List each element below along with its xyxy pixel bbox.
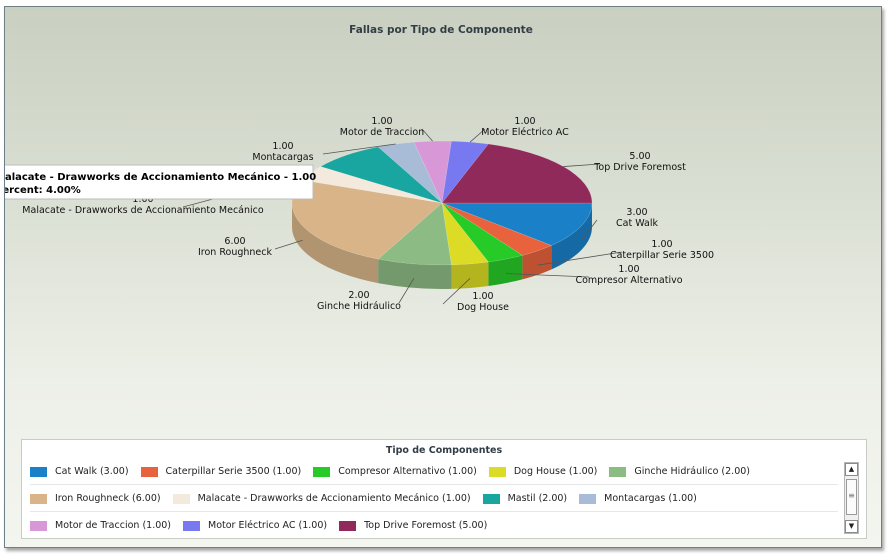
legend-label: Ginche Hidráulico (2.00)	[634, 466, 750, 477]
legend-label: Cat Walk (3.00)	[55, 466, 129, 477]
legend-swatch	[140, 466, 158, 477]
legend-swatch	[30, 493, 47, 504]
pie-slice[interactable]	[441, 202, 523, 263]
tooltip-line-2: Percent: 4.00%	[5, 185, 81, 196]
slice-name-label: Montacargas	[252, 152, 313, 163]
slice-value-label: 1.00	[651, 239, 672, 250]
grip-icon[interactable]: ≡	[846, 479, 857, 515]
legend-item[interactable]: Mastil (2.00)	[482, 493, 568, 504]
legend-item[interactable]: Malacate - Drawworks de Accionamiento Me…	[172, 493, 471, 504]
legend-title: Tipo de Componentes	[385, 445, 503, 456]
legend-swatch	[30, 520, 47, 531]
legend-swatch	[30, 466, 47, 477]
slice-name-label: Ginche Hidráulico	[317, 301, 401, 312]
slice-value-label: 1.00	[272, 141, 293, 152]
slice-value-label: 5.00	[629, 151, 650, 162]
slice-name-label: Motor de Traccion	[340, 127, 424, 138]
legend-label: Top Drive Foremost (5.00)	[364, 520, 488, 531]
pie-slice[interactable]	[320, 146, 443, 204]
slice-value-label: 1.00	[472, 291, 493, 302]
legend-swatch	[579, 493, 597, 504]
label-leader-line	[442, 278, 471, 305]
slice-name-label: Caterpillar Serie 3500	[610, 250, 714, 261]
slice-name-label: Iron Roughneck	[198, 247, 272, 258]
legend-swatch	[609, 466, 627, 477]
slice-value-label: 2.00	[348, 290, 369, 301]
slice-value-label: 6.00	[224, 236, 245, 247]
arrow-down-icon[interactable]: ▼	[845, 520, 858, 533]
slice-name-label: Top Drive Foremost	[593, 162, 686, 173]
slice-name-label: Motor Eléctrico AC	[481, 127, 569, 138]
pie-slice[interactable]	[377, 202, 452, 266]
label-leader-line	[274, 239, 303, 250]
pie-slice[interactable]	[441, 202, 489, 266]
legend-label: Motor de Traccion (1.00)	[55, 520, 172, 531]
label-leader-line	[322, 143, 396, 155]
legend-item[interactable]: Dog House (1.00)	[488, 466, 598, 477]
legend-label: Mastil (2.00)	[507, 493, 568, 504]
legend-row: Iron Roughneck (6.00) Malacate - Drawwor…	[30, 486, 838, 512]
legend-item[interactable]: Cat Walk (3.00)	[30, 466, 129, 477]
legend-label: Caterpillar Serie 3500 (1.00)	[165, 466, 302, 477]
slice-name-label: Malacate - Drawworks de Accionamiento Me…	[22, 205, 264, 216]
legend-label: Malacate - Drawworks de Accionamiento Me…	[197, 493, 471, 504]
legend-item[interactable]: Montacargas (1.00)	[579, 493, 697, 504]
pie-slice-side	[488, 255, 523, 286]
legend-label: Compresor Alternativo (1.00)	[338, 466, 477, 477]
legend-label: Montacargas (1.00)	[604, 493, 697, 504]
legend-swatch	[183, 520, 201, 531]
slice-value-label: 3.00	[626, 207, 647, 218]
slice-name-label: Compresor Alternativo	[575, 275, 682, 286]
chart-title: Fallas por Tipo de Componente	[349, 24, 533, 36]
slice-value-label: 1.00	[371, 116, 392, 127]
pie-slice-side	[378, 259, 452, 289]
legend-item[interactable]: Compresor Alternativo (1.00)	[313, 466, 477, 477]
tooltip-box	[5, 164, 314, 200]
legend-label: Motor Eléctrico AC (1.00)	[208, 520, 328, 531]
chart-panel: Fallas por Tipo de Componente 3.00 Cat Wa…	[4, 6, 882, 548]
label-leader-line	[421, 128, 433, 142]
legend-swatch	[172, 493, 190, 504]
pie-slice[interactable]	[441, 143, 593, 204]
legend-swatch	[313, 466, 331, 477]
legend-item[interactable]: Motor Eléctrico AC (1.00)	[183, 520, 327, 531]
slice-value-label: 1.00	[514, 116, 535, 127]
label-leader-line	[469, 128, 486, 143]
legend-item[interactable]: Iron Roughneck (6.00)	[30, 493, 161, 504]
legend-scrollbar[interactable]: ▲ ≡ ▼	[844, 462, 859, 534]
legend-item[interactable]: Motor de Traccion (1.00)	[30, 520, 171, 531]
slice-name-label: Cat Walk	[616, 218, 658, 229]
pie-slice-side	[451, 261, 489, 289]
chart-tooltip: Malacate - Drawworks de Accionamiento Me…	[5, 164, 316, 200]
slice-name-label: Dog House	[457, 302, 509, 313]
legend-label: Iron Roughneck (6.00)	[55, 493, 161, 504]
tooltip-line-1: Malacate - Drawworks de Accionamiento Me…	[5, 171, 316, 183]
label-leader-line	[581, 219, 598, 241]
label-leader-line	[563, 163, 601, 167]
pie-slice[interactable]	[441, 202, 552, 256]
arrow-up-icon[interactable]: ▲	[845, 463, 858, 476]
legend-item[interactable]: Top Drive Foremost (5.00)	[339, 520, 487, 531]
legend-swatch	[339, 520, 357, 531]
label-leader-line	[398, 278, 415, 304]
slice-value-label: 1.00	[618, 264, 639, 275]
pie-slice-side	[522, 245, 552, 280]
legend-item[interactable]: Ginche Hidráulico (2.00)	[609, 466, 750, 477]
pie-slice-side	[551, 203, 592, 270]
label-leader-line	[537, 251, 623, 266]
legend-row: Cat Walk (3.00) Caterpillar Serie 3500 (…	[30, 459, 838, 485]
legend-row: Motor de Traccion (1.00) Motor Eléctrico…	[30, 513, 838, 538]
legend-swatch	[488, 466, 506, 477]
pie-slice-side	[292, 203, 379, 284]
legend-item[interactable]: Caterpillar Serie 3500 (1.00)	[140, 466, 302, 477]
legend: Tipo de Componentes Cat Walk (3.00) Cate…	[21, 439, 867, 539]
legend-swatch	[482, 493, 500, 504]
pie-slice[interactable]	[441, 202, 593, 246]
label-leader-line	[505, 273, 590, 278]
legend-label: Dog House (1.00)	[513, 466, 598, 477]
